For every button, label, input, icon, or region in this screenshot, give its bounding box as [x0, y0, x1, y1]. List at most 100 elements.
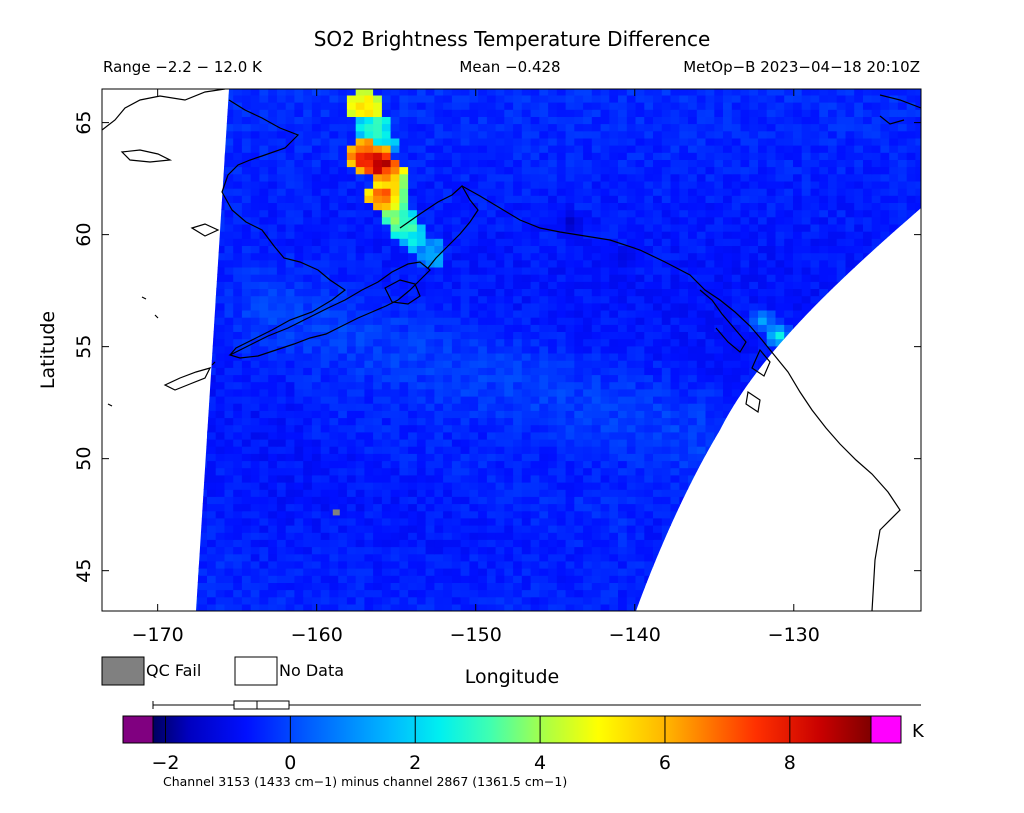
data-cell: [469, 302, 479, 311]
data-cell: [714, 388, 724, 397]
data-cell: [233, 388, 243, 397]
data-cell: [416, 568, 427, 576]
data-cell: [679, 252, 689, 261]
data-cell: [320, 360, 330, 368]
data-cell: [591, 381, 602, 390]
data-cell: [294, 539, 304, 548]
data-cell: [250, 259, 260, 268]
data-cell: [644, 202, 654, 211]
data-cell: [486, 180, 497, 189]
data-cell: [670, 288, 680, 297]
data-cell: [241, 360, 252, 368]
data-cell: [303, 202, 313, 211]
data-cell: [618, 195, 628, 203]
data-cell: [670, 345, 680, 354]
data-cell: [784, 281, 794, 289]
data-cell: [276, 474, 287, 483]
data-cell: [618, 331, 628, 340]
data-cell: [495, 281, 505, 289]
data-cell: [513, 360, 523, 368]
data-cell: [311, 568, 322, 576]
data-cell: [294, 582, 304, 591]
data-cell: [696, 302, 707, 311]
data-cell: [408, 539, 418, 548]
data-cell: [381, 539, 392, 548]
data-cell: [600, 453, 610, 462]
data-cell: [285, 417, 295, 426]
data-cell: [618, 568, 628, 576]
data-cell: [355, 252, 365, 261]
data-cell: [539, 438, 549, 447]
data-cell: [250, 331, 260, 340]
data-cell: [723, 367, 733, 376]
data-cell: [688, 367, 698, 376]
data-cell: [460, 474, 470, 483]
data-cell: [548, 503, 558, 512]
data-cell: [548, 596, 558, 605]
data-cell: [320, 259, 330, 268]
data-cell: [653, 453, 663, 462]
data-cell: [250, 525, 260, 533]
data-cell: [373, 575, 383, 583]
data-cell: [338, 517, 348, 526]
data-cell: [486, 503, 497, 512]
data-cell: [495, 438, 505, 447]
data-cell: [268, 539, 278, 548]
data-cell: [443, 460, 453, 469]
data-cell: [311, 259, 322, 268]
data-cell: [696, 266, 707, 275]
data-cell: [758, 360, 768, 368]
data-cell: [661, 453, 672, 462]
data-cell: [346, 467, 357, 476]
data-cell: [303, 259, 313, 268]
data-cell: [548, 424, 558, 433]
data-cell: [740, 266, 750, 275]
data-cell: [259, 352, 269, 361]
data-cell: [478, 259, 488, 268]
data-cell: [241, 381, 252, 390]
data-cell: [723, 281, 733, 289]
data-cell: [644, 560, 654, 569]
data-cell: [696, 309, 707, 318]
data-cell: [364, 525, 374, 533]
data-cell: [880, 209, 890, 218]
data-cell: [425, 489, 435, 497]
data-cell: [556, 560, 567, 569]
data-cell: [329, 438, 339, 447]
data-cell: [259, 374, 269, 383]
data-cell: [329, 281, 339, 289]
data-cell: [548, 431, 558, 440]
data-cell: [294, 510, 304, 519]
data-cell: [618, 360, 628, 368]
data-cell: [513, 517, 523, 526]
data-cell: [801, 274, 811, 282]
data-cell: [539, 202, 549, 211]
data-cell: [425, 603, 435, 611]
data-cell: [276, 438, 287, 447]
data-cell: [268, 503, 278, 512]
data-cell: [513, 395, 523, 404]
data-cell: [548, 410, 558, 419]
data-cell: [469, 202, 479, 211]
data-cell: [758, 231, 768, 239]
data-cell: [399, 374, 409, 383]
data-cell: [583, 496, 593, 505]
data-cell: [548, 532, 558, 540]
data-cell: [530, 489, 540, 497]
data-cell: [871, 216, 881, 225]
data-cell: [591, 238, 602, 246]
data-cell: [346, 274, 357, 282]
data-cell: [600, 525, 610, 533]
data-cell: [207, 489, 217, 497]
data-cell: [285, 453, 295, 462]
data-cell: [653, 489, 663, 497]
data-cell: [250, 417, 260, 426]
data-cell: [250, 395, 260, 404]
data-cell: [338, 302, 348, 311]
data-cell: [618, 188, 628, 196]
data-cell: [574, 525, 584, 533]
data-cell: [548, 295, 558, 304]
data-cell: [408, 309, 418, 318]
data-cell: [276, 381, 287, 390]
data-cell: [338, 496, 348, 505]
